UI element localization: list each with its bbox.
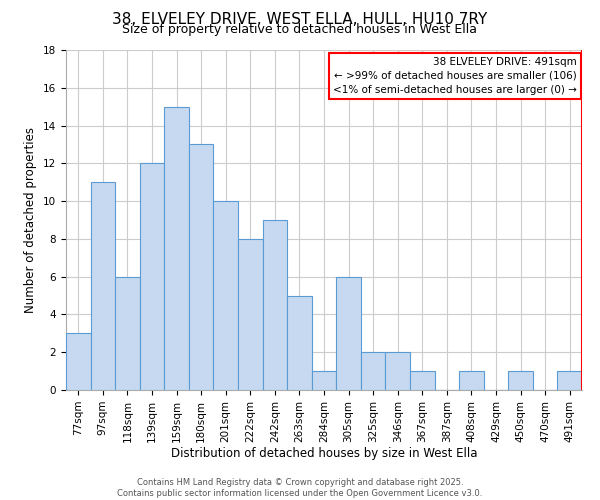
Y-axis label: Number of detached properties: Number of detached properties	[25, 127, 37, 313]
Bar	[336, 276, 361, 390]
Bar	[164, 106, 189, 390]
Text: Size of property relative to detached houses in West Ella: Size of property relative to detached ho…	[122, 24, 478, 36]
Text: 38 ELVELEY DRIVE: 491sqm
← >99% of detached houses are smaller (106)
<1% of semi: 38 ELVELEY DRIVE: 491sqm ← >99% of detac…	[333, 57, 577, 95]
Bar	[238, 239, 263, 390]
Bar	[287, 296, 312, 390]
Bar	[385, 352, 410, 390]
Bar	[361, 352, 385, 390]
Bar	[189, 144, 214, 390]
Bar	[410, 371, 434, 390]
Bar	[140, 164, 164, 390]
Bar	[312, 371, 336, 390]
Bar	[214, 201, 238, 390]
Bar	[115, 276, 140, 390]
Text: 38, ELVELEY DRIVE, WEST ELLA, HULL, HU10 7RY: 38, ELVELEY DRIVE, WEST ELLA, HULL, HU10…	[112, 12, 488, 28]
Bar	[508, 371, 533, 390]
X-axis label: Distribution of detached houses by size in West Ella: Distribution of detached houses by size …	[171, 448, 477, 460]
Bar	[66, 334, 91, 390]
Text: Contains HM Land Registry data © Crown copyright and database right 2025.
Contai: Contains HM Land Registry data © Crown c…	[118, 478, 482, 498]
Bar	[263, 220, 287, 390]
Bar	[557, 371, 582, 390]
Bar	[91, 182, 115, 390]
Bar	[459, 371, 484, 390]
